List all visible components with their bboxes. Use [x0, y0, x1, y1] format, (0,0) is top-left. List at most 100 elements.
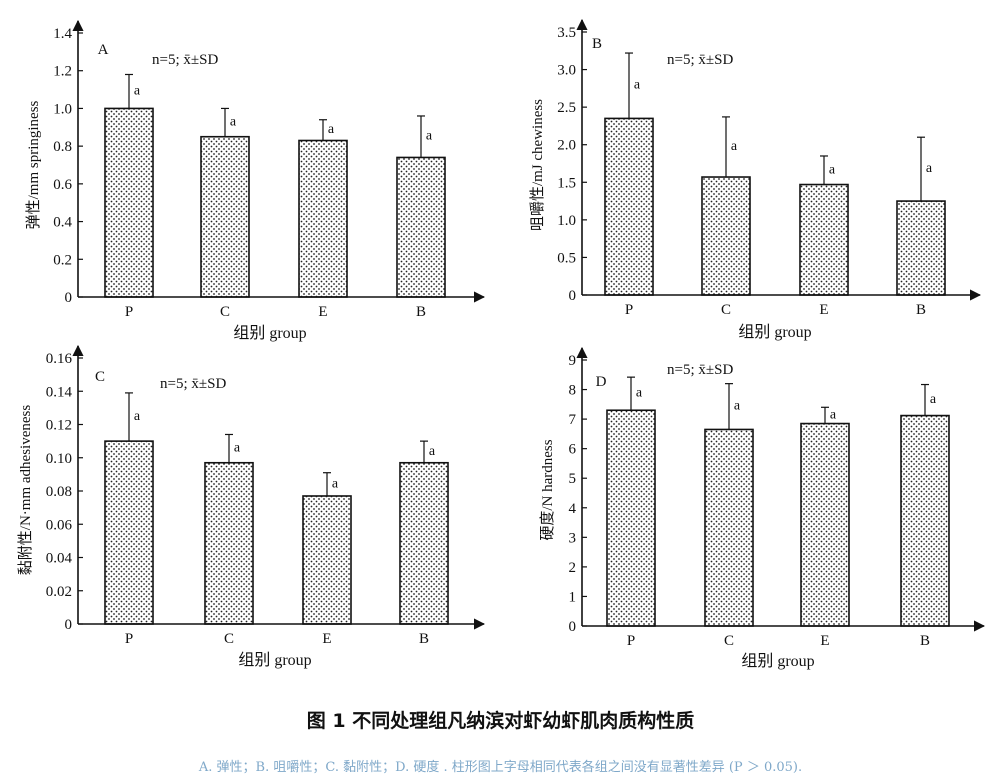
sig-letter-d-p: a — [636, 386, 643, 401]
annotation-c: n=5; x̄±SD — [160, 376, 226, 392]
sig-letter-b-b: a — [926, 161, 933, 176]
bar-c-c — [204, 461, 254, 625]
y-tick-label-c-2: 0.04 — [46, 551, 73, 567]
y-tick-label-d-7: 7 — [569, 412, 577, 428]
x-tick-label-d-b: B — [920, 633, 930, 649]
x-tick-label-a-e: E — [318, 304, 327, 320]
y-tick-label-d-3: 3 — [569, 530, 577, 546]
bar-d-c — [704, 428, 754, 627]
panel-label-c: C — [95, 369, 105, 385]
bar-b-e — [799, 183, 849, 296]
x-tick-label-a-b: B — [416, 304, 426, 320]
y-tick-label-d-5: 5 — [569, 471, 577, 487]
y-tick-label-a-4: 0.8 — [53, 139, 72, 155]
y-tick-label-b-7: 3.5 — [557, 25, 576, 41]
bar-d-e — [800, 422, 850, 627]
y-tick-label-d-1: 1 — [569, 589, 577, 605]
bar-d-b — [900, 414, 950, 627]
chart-panel-d: a Pa Ca Ea B 0 1 2 3 4 5 6 7 8 9 Dn=5; x̄±SD 硬度/N hardne… — [539, 346, 986, 670]
y-tick-label-a-1: 0.2 — [53, 252, 72, 268]
sig-letter-d-c: a — [734, 399, 741, 414]
x-tick-label-d-p: P — [627, 633, 635, 649]
bar-d-p — [606, 409, 656, 627]
chart-panel-a: a Pa Ca Ea B 0 0.2 0.4 0.6 0.8 1.0 1.2 1.4 An=5; x̄±S… — [25, 19, 486, 342]
x-axis-label-b: 组别 group — [738, 323, 811, 341]
y-tick-label-b-3: 1.5 — [557, 175, 576, 191]
y-tick-label-d-0: 0 — [569, 619, 577, 635]
bar-b-p — [604, 117, 654, 296]
y-axis-label-b: 咀嚼性/mJ chewiness — [529, 99, 546, 231]
x-tick-label-b-e: E — [819, 302, 828, 318]
x-tick-label-c-b: B — [419, 631, 429, 647]
y-tick-label-d-4: 4 — [569, 501, 577, 517]
y-tick-label-b-0: 0 — [569, 288, 577, 304]
figure-caption-title: 图 1 不同处理组凡纳滨对虾幼虾肌肉质构性质 — [306, 710, 695, 732]
x-tick-label-c-p: P — [125, 631, 133, 647]
sig-letter-a-p: a — [134, 83, 141, 98]
y-tick-label-d-8: 8 — [569, 383, 577, 399]
y-tick-label-c-6: 0.12 — [46, 418, 72, 434]
bar-b-b — [896, 200, 946, 296]
y-axis-label-a: 弹性/mm springiness — [25, 100, 42, 229]
y-tick-label-b-1: 0.5 — [557, 250, 576, 266]
x-tick-label-c-e: E — [322, 631, 331, 647]
panel-label-d: D — [596, 374, 607, 390]
sig-letter-a-c: a — [230, 115, 237, 130]
x-tick-label-b-p: P — [625, 302, 633, 318]
x-tick-label-c-c: C — [224, 631, 234, 647]
sig-letter-c-c: a — [234, 441, 241, 456]
y-tick-label-a-5: 1.0 — [53, 101, 72, 117]
y-tick-label-c-3: 0.06 — [46, 517, 73, 533]
bar-a-e — [298, 139, 348, 298]
y-tick-label-c-7: 0.14 — [46, 384, 73, 400]
x-axis-label-c: 组别 group — [238, 651, 311, 669]
x-tick-label-a-c: C — [220, 304, 230, 320]
bar-b-c — [701, 176, 751, 296]
y-tick-label-a-7: 1.4 — [53, 26, 72, 42]
y-tick-label-a-0: 0 — [65, 290, 73, 306]
x-tick-label-b-c: C — [721, 302, 731, 318]
panel-label-b: B — [592, 36, 602, 52]
x-tick-label-b-b: B — [916, 302, 926, 318]
sig-letter-a-e: a — [328, 122, 335, 137]
bar-a-p — [104, 107, 154, 298]
y-tick-label-d-6: 6 — [569, 442, 577, 458]
annotation-a: n=5; x̄±SD — [152, 52, 218, 68]
y-tick-label-a-2: 0.4 — [53, 215, 72, 231]
annotation-d: n=5; x̄±SD — [667, 362, 733, 378]
sig-letter-d-b: a — [930, 392, 937, 407]
x-axis-label-a: 组别 group — [233, 324, 306, 342]
x-tick-label-d-e: E — [820, 633, 829, 649]
chart-panel-c: a Pa Ca Ea B 0 0.02 0.04 0.06 0.08 0.10 0.12 0.14 0.1… — [17, 344, 486, 669]
sig-letter-c-p: a — [134, 409, 141, 424]
annotation-b: n=5; x̄±SD — [667, 52, 733, 68]
bar-c-e — [302, 495, 352, 625]
chart-panel-b: a Pa Ca Ea B 0 0.5 1.0 1.5 2.0 2.5 3.0 3.5 Bn=5; x̄±S… — [529, 18, 982, 341]
y-tick-label-c-0: 0 — [65, 617, 73, 633]
y-tick-label-d-2: 2 — [569, 560, 577, 576]
y-tick-label-d-9: 9 — [569, 353, 577, 369]
x-tick-label-d-c: C — [724, 633, 734, 649]
bar-c-b — [399, 461, 449, 625]
y-tick-label-c-5: 0.10 — [46, 451, 72, 467]
y-tick-label-a-6: 1.2 — [53, 64, 72, 80]
y-tick-label-a-3: 0.6 — [53, 177, 72, 193]
figure-charts: a Pa Ca Ea B 0 0.2 0.4 0.6 0.8 1.0 1.2 1.4 An=5; x̄±S… — [17, 18, 986, 670]
y-axis-label-d: 硬度/N hardness — [539, 439, 556, 540]
sig-letter-b-e: a — [829, 162, 836, 177]
y-tick-label-b-2: 1.0 — [557, 213, 576, 229]
panel-label-a: A — [98, 42, 109, 58]
sig-letter-c-e: a — [332, 476, 339, 491]
sig-letter-b-c: a — [731, 139, 738, 154]
sig-letter-c-b: a — [429, 444, 436, 459]
sig-letter-a-b: a — [426, 129, 433, 144]
y-tick-label-c-8: 0.16 — [46, 351, 73, 367]
y-tick-label-b-5: 2.5 — [557, 100, 576, 116]
sig-letter-b-p: a — [634, 78, 641, 93]
y-tick-label-b-4: 2.0 — [557, 138, 576, 154]
y-tick-label-b-6: 3.0 — [557, 63, 576, 79]
y-axis-label-c: 黏附性/N·mm adhesiveness — [17, 405, 34, 576]
bar-c-p — [104, 440, 154, 625]
figure-caption-note: A. 弹性；B. 咀嚼性；C. 黏附性；D. 硬度 . 柱形图上字母相同代表各组… — [198, 760, 803, 775]
x-tick-label-a-p: P — [125, 304, 133, 320]
